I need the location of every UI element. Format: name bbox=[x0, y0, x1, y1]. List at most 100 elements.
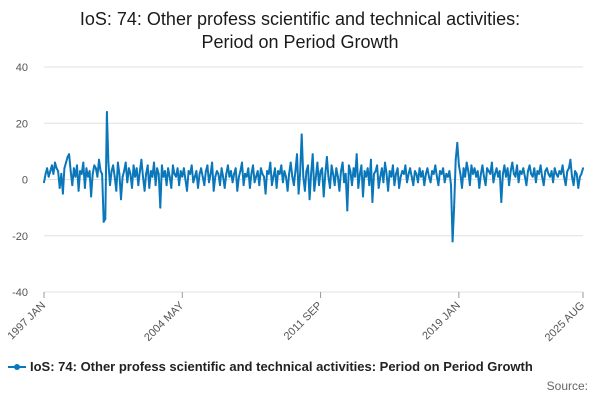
data-point-270 bbox=[467, 170, 470, 173]
data-point-141 bbox=[264, 192, 267, 195]
data-point-295 bbox=[506, 167, 509, 170]
data-point-95 bbox=[192, 181, 195, 184]
data-point-120 bbox=[231, 181, 234, 184]
data-point-67 bbox=[148, 186, 151, 189]
data-point-61 bbox=[138, 170, 141, 173]
data-point-318 bbox=[542, 184, 545, 187]
data-point-248 bbox=[432, 172, 435, 175]
data-point-228 bbox=[401, 170, 404, 173]
data-point-154 bbox=[285, 175, 287, 178]
data-point-271 bbox=[468, 184, 471, 187]
data-point-267 bbox=[462, 167, 465, 170]
data-point-137 bbox=[258, 184, 261, 187]
data-point-232 bbox=[407, 172, 410, 175]
data-point-75 bbox=[160, 164, 163, 167]
data-point-130 bbox=[247, 167, 250, 170]
data-point-13 bbox=[63, 167, 66, 170]
data-point-280 bbox=[483, 175, 485, 178]
data-point-185 bbox=[333, 184, 336, 187]
y-tick-label-20: 20 bbox=[16, 118, 28, 130]
data-point-343 bbox=[582, 167, 584, 170]
data-point-200 bbox=[357, 186, 360, 189]
x-axis-ticks: 1997 JAN 2004 MAY 2011 SEP 2019 JAN 2025 AUG bbox=[5, 292, 587, 344]
data-point-138 bbox=[259, 167, 262, 170]
data-point-274 bbox=[473, 167, 476, 170]
data-point-339 bbox=[575, 172, 578, 175]
data-point-23 bbox=[79, 170, 82, 173]
data-point-99 bbox=[198, 172, 201, 175]
data-point-92 bbox=[187, 170, 190, 173]
data-point-105 bbox=[208, 181, 210, 184]
data-point-227 bbox=[399, 175, 402, 178]
data-point-290 bbox=[498, 170, 501, 173]
data-point-336 bbox=[571, 175, 573, 178]
data-point-22 bbox=[77, 189, 80, 192]
data-point-300 bbox=[514, 175, 517, 178]
x-tick-label-2: 2011 SEP bbox=[282, 300, 325, 343]
data-point-193 bbox=[346, 209, 349, 212]
data-point-286 bbox=[492, 181, 495, 184]
data-point-28 bbox=[87, 175, 89, 178]
data-point-341 bbox=[578, 175, 581, 178]
data-point-325 bbox=[553, 167, 556, 170]
data-point-215 bbox=[380, 167, 383, 170]
data-point-217 bbox=[384, 161, 386, 164]
y-axis-ticks: 40 20 0 -20 -40 bbox=[12, 62, 28, 299]
data-point-173 bbox=[314, 175, 317, 178]
data-point-212 bbox=[376, 164, 379, 167]
data-point-19 bbox=[72, 167, 75, 170]
series-line bbox=[43, 111, 584, 243]
data-point-226 bbox=[398, 186, 401, 189]
data-point-158 bbox=[291, 175, 294, 178]
data-point-49 bbox=[120, 198, 122, 201]
data-point-97 bbox=[195, 170, 198, 173]
data-point-289 bbox=[497, 175, 500, 178]
data-point-319 bbox=[544, 170, 547, 173]
data-point-183 bbox=[330, 164, 333, 167]
legend[interactable]: IoS: 74: Other profess scientific and te… bbox=[8, 359, 533, 374]
data-point-24 bbox=[80, 172, 83, 175]
data-point-214 bbox=[379, 175, 382, 178]
data-point-132 bbox=[250, 172, 253, 175]
data-point-153 bbox=[283, 170, 286, 173]
data-point-225 bbox=[396, 167, 399, 170]
y-tick-label--40: -40 bbox=[12, 287, 28, 299]
data-point-79 bbox=[167, 167, 170, 170]
data-point-21 bbox=[76, 164, 78, 167]
data-point-195 bbox=[349, 170, 352, 173]
data-point-59 bbox=[135, 167, 138, 170]
data-point-69 bbox=[151, 175, 154, 178]
data-point-74 bbox=[159, 206, 162, 209]
data-point-254 bbox=[442, 167, 445, 170]
data-point-94 bbox=[190, 164, 193, 167]
data-point-197 bbox=[352, 167, 355, 170]
data-point-266 bbox=[461, 186, 463, 189]
data-point-77 bbox=[164, 170, 166, 173]
data-point-258 bbox=[448, 170, 451, 173]
data-point-220 bbox=[388, 170, 391, 173]
data-point-234 bbox=[410, 175, 413, 178]
data-point-213 bbox=[377, 186, 380, 189]
data-point-253 bbox=[440, 172, 443, 175]
data-point-238 bbox=[417, 181, 419, 184]
data-point-83 bbox=[173, 172, 176, 175]
chart-title: IoS: 74: Other profess scientific and te… bbox=[0, 8, 600, 54]
data-point-169 bbox=[308, 198, 311, 201]
data-point-250 bbox=[435, 175, 438, 178]
data-point-308 bbox=[527, 170, 529, 173]
data-point-108 bbox=[212, 189, 215, 192]
data-point-140 bbox=[263, 175, 265, 178]
data-point-96 bbox=[193, 175, 196, 178]
data-point-176 bbox=[319, 170, 322, 173]
data-point-47 bbox=[116, 161, 119, 164]
data-point-287 bbox=[494, 172, 496, 175]
data-point-76 bbox=[162, 175, 165, 178]
data-point-57 bbox=[132, 164, 135, 167]
data-point-330 bbox=[561, 164, 564, 167]
data-point-126 bbox=[241, 161, 243, 164]
data-point-144 bbox=[269, 161, 272, 164]
data-point-296 bbox=[508, 184, 511, 187]
data-point-31 bbox=[91, 172, 94, 175]
data-point-2 bbox=[46, 167, 49, 170]
